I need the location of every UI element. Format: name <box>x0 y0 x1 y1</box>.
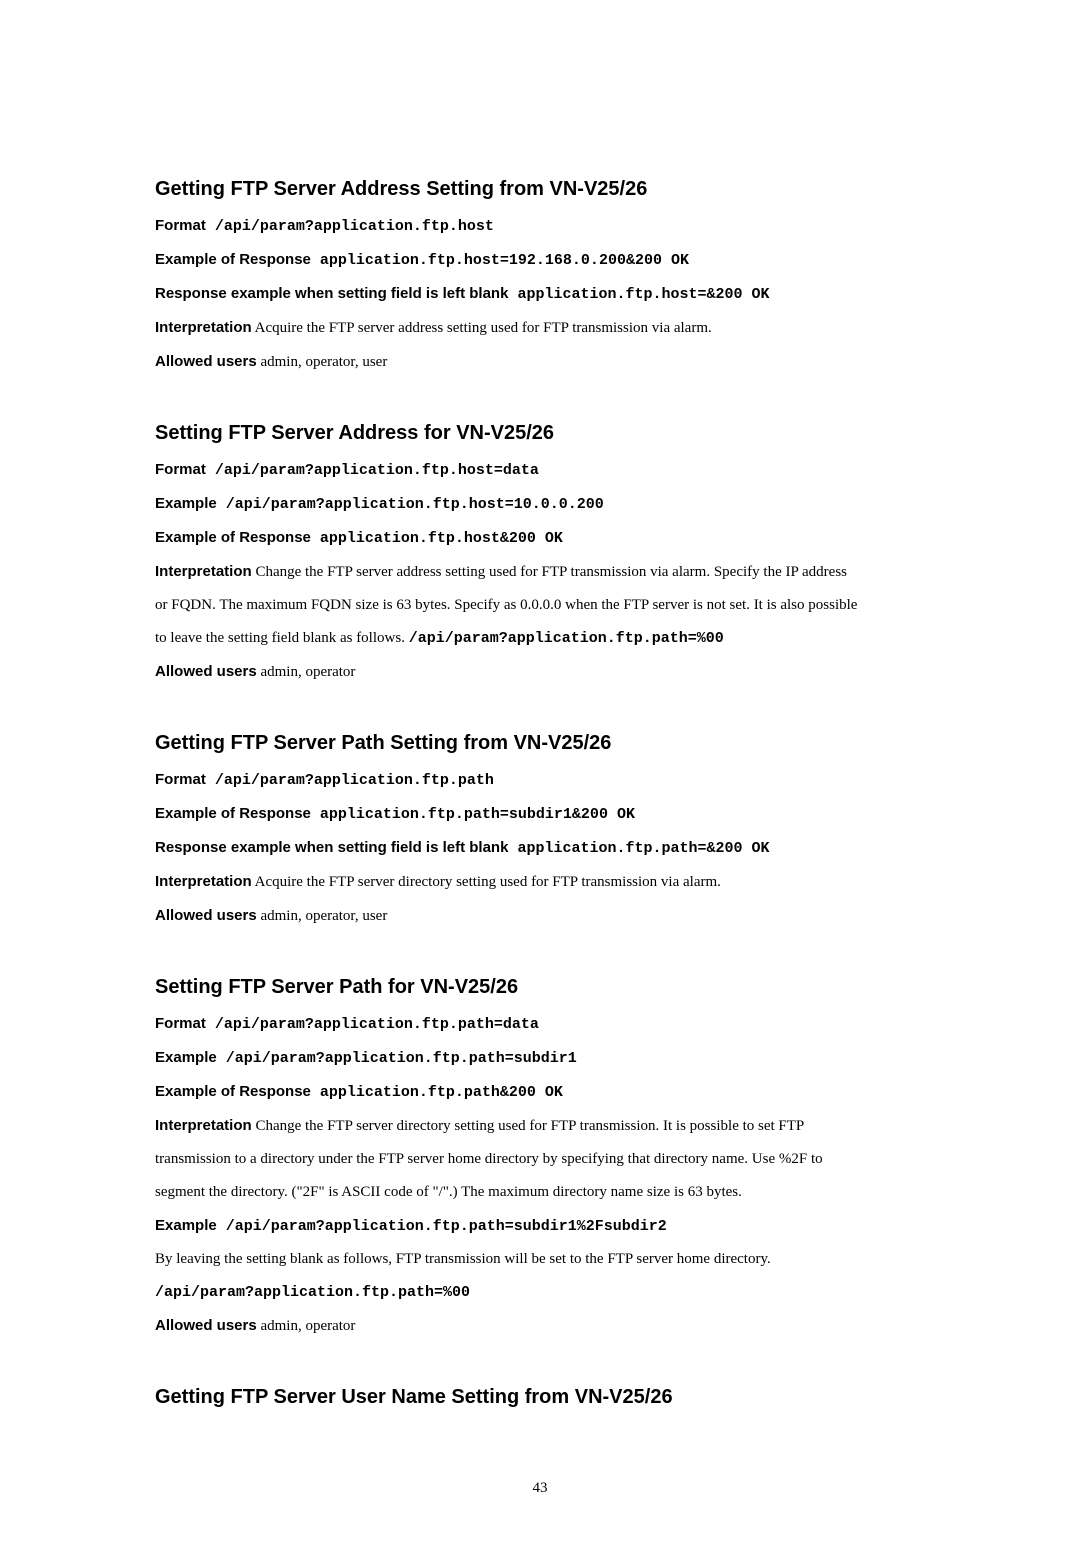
code-text: /api/param?application.ftp.host=10.0.0.2… <box>217 496 604 513</box>
field-label: Example of Response <box>155 805 311 822</box>
code-text: application.ftp.host=192.168.0.200&200 O… <box>311 252 689 269</box>
body-text: to leave the setting field blank as foll… <box>155 630 409 646</box>
field-label: Example of Response <box>155 251 311 268</box>
document-page: Getting FTP Server Address Setting from … <box>0 0 1080 1566</box>
code-text: application.ftp.host=&200 OK <box>508 286 769 303</box>
body-text: Change the FTP server address setting us… <box>252 564 847 580</box>
field-label: Example <box>155 495 217 512</box>
body-text: By leaving the setting blank as follows,… <box>155 1251 771 1267</box>
field-label: Example <box>155 1049 217 1066</box>
body-text: Acquire the FTP server address setting u… <box>252 320 712 336</box>
body-text: admin, operator, user <box>257 908 388 924</box>
field-label: Example of Response <box>155 529 311 546</box>
doc-line: Allowed users admin, operator, user <box>155 345 925 379</box>
code-text: /api/param?application.ftp.host=data <box>206 462 539 479</box>
doc-line: Allowed users admin, operator <box>155 1309 925 1343</box>
body-text: admin, operator <box>257 664 356 680</box>
code-text: /api/param?application.ftp.path=subdir1 <box>217 1050 577 1067</box>
doc-line: Allowed users admin, operator, user <box>155 899 925 933</box>
body-text: transmission to a directory under the FT… <box>155 1151 823 1167</box>
doc-line: Example /api/param?application.ftp.host=… <box>155 487 925 521</box>
doc-line: Format /api/param?application.ftp.host <box>155 209 925 243</box>
field-label: Response example when setting field is l… <box>155 285 508 302</box>
doc-line: By leaving the setting blank as follows,… <box>155 1243 925 1276</box>
body-text: Change the FTP server directory setting … <box>252 1118 805 1134</box>
doc-line: /api/param?application.ftp.path=%00 <box>155 1276 925 1309</box>
doc-line: Example of Response application.ftp.host… <box>155 243 925 277</box>
field-label: Format <box>155 217 206 234</box>
doc-line: Interpretation Acquire the FTP server di… <box>155 865 925 899</box>
section-title: Getting FTP Server Address Setting from … <box>155 175 925 203</box>
body-text: admin, operator <box>257 1318 356 1334</box>
code-text: /api/param?application.ftp.path=%00 <box>155 1284 470 1301</box>
code-text: application.ftp.host&200 OK <box>311 530 563 547</box>
field-label: Interpretation <box>155 319 252 336</box>
doc-line: Allowed users admin, operator <box>155 655 925 689</box>
doc-line: or FQDN. The maximum FQDN size is 63 byt… <box>155 589 925 622</box>
field-label: Interpretation <box>155 1117 252 1134</box>
section-title: Setting FTP Server Address for VN-V25/26 <box>155 419 925 447</box>
section-title: Getting FTP Server Path Setting from VN-… <box>155 729 925 757</box>
doc-line: Example /api/param?application.ftp.path=… <box>155 1041 925 1075</box>
doc-line: Example of Response application.ftp.path… <box>155 797 925 831</box>
code-text: application.ftp.path=&200 OK <box>508 840 769 857</box>
field-label: Format <box>155 461 206 478</box>
doc-line: Format /api/param?application.ftp.path=d… <box>155 1007 925 1041</box>
code-text: /api/param?application.ftp.host <box>206 218 494 235</box>
body-text: or FQDN. The maximum FQDN size is 63 byt… <box>155 597 857 613</box>
code-text: /api/param?application.ftp.path=subdir1%… <box>217 1218 667 1235</box>
field-label: Response example when setting field is l… <box>155 839 508 856</box>
doc-line: Format /api/param?application.ftp.host=d… <box>155 453 925 487</box>
field-label: Interpretation <box>155 873 252 890</box>
field-label: Allowed users <box>155 1317 257 1334</box>
body-text: Acquire the FTP server directory setting… <box>252 874 721 890</box>
doc-line: Response example when setting field is l… <box>155 831 925 865</box>
field-label: Example of Response <box>155 1083 311 1100</box>
field-label: Interpretation <box>155 563 252 580</box>
field-label: Allowed users <box>155 663 257 680</box>
code-text: /api/param?application.ftp.path=data <box>206 1016 539 1033</box>
code-text: application.ftp.path=subdir1&200 OK <box>311 806 635 823</box>
doc-line: Interpretation Change the FTP server add… <box>155 555 925 589</box>
doc-line: Example of Response application.ftp.host… <box>155 521 925 555</box>
doc-line: Example /api/param?application.ftp.path=… <box>155 1209 925 1243</box>
field-label: Format <box>155 1015 206 1032</box>
code-text: application.ftp.path&200 OK <box>311 1084 563 1101</box>
doc-line: Response example when setting field is l… <box>155 277 925 311</box>
field-label: Allowed users <box>155 353 257 370</box>
code-text: /api/param?application.ftp.path=%00 <box>409 630 724 647</box>
field-label: Example <box>155 1217 217 1234</box>
doc-line: transmission to a directory under the FT… <box>155 1143 925 1176</box>
page-number: 43 <box>155 1471 925 1506</box>
section-title: Setting FTP Server Path for VN-V25/26 <box>155 973 925 1001</box>
code-text: /api/param?application.ftp.path <box>206 772 494 789</box>
field-label: Format <box>155 771 206 788</box>
doc-line: Example of Response application.ftp.path… <box>155 1075 925 1109</box>
section-title: Getting FTP Server User Name Setting fro… <box>155 1383 925 1411</box>
doc-line: Interpretation Change the FTP server dir… <box>155 1109 925 1143</box>
doc-line: Format /api/param?application.ftp.path <box>155 763 925 797</box>
doc-line: segment the directory. ("2F" is ASCII co… <box>155 1176 925 1209</box>
document-content: Getting FTP Server Address Setting from … <box>155 175 925 1411</box>
body-text: segment the directory. ("2F" is ASCII co… <box>155 1184 742 1200</box>
doc-line: Interpretation Acquire the FTP server ad… <box>155 311 925 345</box>
doc-line: to leave the setting field blank as foll… <box>155 622 925 655</box>
field-label: Allowed users <box>155 907 257 924</box>
body-text: admin, operator, user <box>257 354 388 370</box>
